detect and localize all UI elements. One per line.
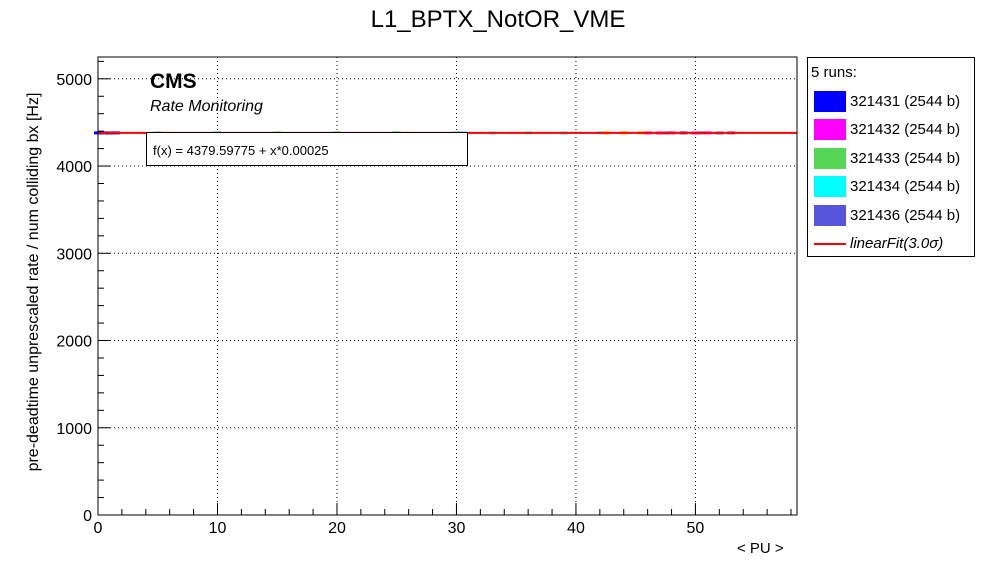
chart-title: L1_BPTX_NotOR_VME <box>370 6 626 33</box>
legend-swatch <box>814 148 846 169</box>
legend-item-321431: 321431 (2544 b) <box>812 89 974 113</box>
legend-swatch <box>814 119 846 140</box>
rate-monitoring-label: Rate Monitoring <box>150 98 263 115</box>
cms-label: CMS <box>150 70 197 93</box>
legend-label: linearFit(3.0σ) <box>850 235 944 252</box>
legend-item-linear-fit: linearFit(3.0σ) <box>812 231 974 255</box>
legend-swatch <box>814 91 846 112</box>
legend-swatch <box>814 176 846 197</box>
y-tick-label: 0 <box>83 508 92 525</box>
legend-label: 321431 (2544 b) <box>850 93 961 110</box>
fit-formula-text: f(x) = 4379.59775 + x*0.00025 <box>153 143 329 158</box>
legend-item-321434: 321434 (2544 b) <box>812 174 974 198</box>
y-tick-label: 5000 <box>56 72 92 89</box>
y-tick-label: 4000 <box>56 159 92 176</box>
legend-item-321433: 321433 (2544 b) <box>812 146 974 170</box>
x-tick-label: 40 <box>567 520 585 537</box>
y-axis-label: pre-deadtime unprescaled rate / num coll… <box>25 92 42 472</box>
x-tick-label: 30 <box>448 520 466 537</box>
x-tick-label: 50 <box>687 520 705 537</box>
plot-frame <box>97 56 798 516</box>
legend-label: 321433 (2544 b) <box>850 150 961 167</box>
x-axis-label: < PU > <box>737 540 784 557</box>
x-tick-label: 0 <box>94 520 103 537</box>
legend-item-321436: 321436 (2544 b) <box>812 203 974 227</box>
legend-label: 321432 (2544 b) <box>850 121 961 138</box>
fit-formula-box: f(x) = 4379.59775 + x*0.00025 <box>146 132 468 166</box>
y-tick-label: 3000 <box>56 246 92 263</box>
y-tick-label: 1000 <box>56 421 92 438</box>
legend-fit-line <box>814 243 846 245</box>
x-tick-label: 20 <box>328 520 346 537</box>
y-tick-label: 2000 <box>56 334 92 351</box>
legend-item-321432: 321432 (2544 b) <box>812 117 974 141</box>
legend: 5 runs: 321431 (2544 b) 321432 (2544 b) … <box>807 57 975 257</box>
legend-header: 5 runs: <box>811 64 857 81</box>
legend-label: 321434 (2544 b) <box>850 178 961 195</box>
legend-swatch <box>814 205 846 226</box>
x-tick-label: 10 <box>209 520 227 537</box>
legend-label: 321436 (2544 b) <box>850 207 961 224</box>
